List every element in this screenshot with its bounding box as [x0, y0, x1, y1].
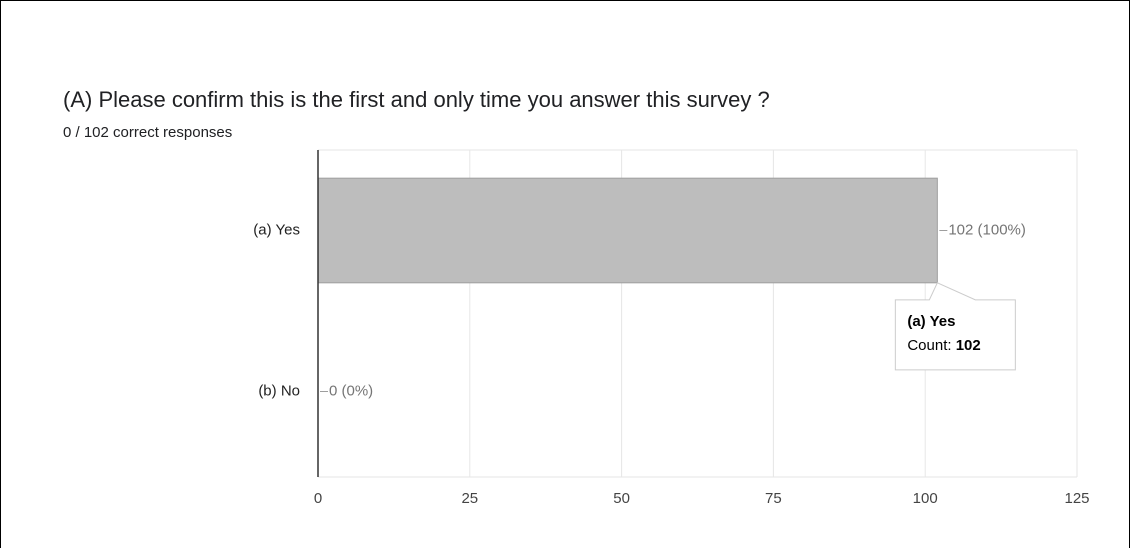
- tooltip: (a) Yes Count: 102: [894, 282, 1016, 371]
- chart-subtitle: 0 / 102 correct responses: [63, 124, 232, 141]
- x-tick-label: 75: [765, 490, 782, 507]
- y-tick-label: (a) Yes: [253, 221, 300, 238]
- tooltip-box: [894, 282, 1016, 371]
- chart-title: (A) Please confirm this is the first and…: [63, 87, 770, 112]
- tooltip-count: Count: 102: [907, 337, 980, 354]
- y-tick-label: (b) No: [258, 382, 300, 399]
- bar: [317, 177, 938, 284]
- x-tick-label: 25: [461, 490, 478, 507]
- x-tick-label: 125: [1064, 490, 1089, 507]
- tooltip-label: Count:: [907, 337, 951, 354]
- tooltip-value: 102: [956, 337, 981, 354]
- value-label: 0 (0%): [329, 382, 373, 399]
- x-tick-label: 0: [314, 490, 322, 507]
- x-tick-label: 50: [613, 490, 630, 507]
- tooltip-title: (a) Yes: [907, 313, 955, 330]
- x-tick-label: 100: [913, 490, 938, 507]
- value-label: 102 (100%): [948, 221, 1026, 238]
